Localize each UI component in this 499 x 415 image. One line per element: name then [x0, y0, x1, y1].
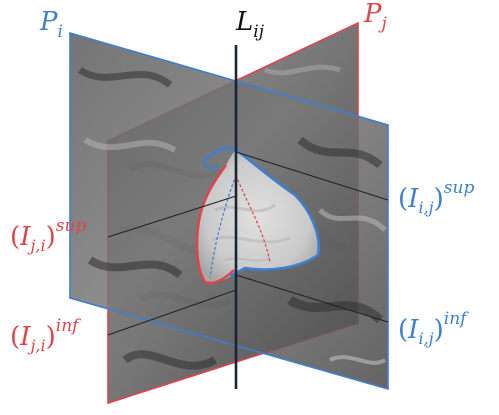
label-line-ij: Lij	[235, 7, 265, 42]
inf-line-j	[107, 289, 237, 336]
organ-contour-i-top	[203, 159, 219, 170]
sup-line-j	[107, 195, 237, 238]
plane-i-outline	[69, 31, 389, 391]
label-j-i-sup: (Ij,i)sup	[10, 216, 86, 255]
label-j-i-sup-sub: j,i	[27, 236, 45, 255]
label-j-i-inf-sup: inf	[56, 316, 81, 336]
label-plane-i-base: P	[39, 7, 58, 37]
label-i-j-inf-sub: i,j	[418, 329, 433, 348]
plane-i-texture	[78, 66, 387, 365]
label-i-j-sup-sup: sup	[444, 178, 475, 198]
inf-line-i	[235, 274, 389, 323]
label-j-i-inf: (Ij,i)inf	[10, 316, 81, 355]
label-i-j-sup: (Ii,j)sup	[398, 178, 474, 217]
organ-dashed-contour-j	[235, 174, 271, 263]
label-plane-i: Pi	[39, 7, 63, 42]
sup-line-i	[235, 151, 389, 201]
label-j-i-inf-base: I	[19, 322, 31, 352]
label-i-j-inf-base: I	[407, 315, 419, 345]
label-j-i-sup-base: I	[19, 222, 31, 252]
profile-lines	[107, 151, 389, 336]
organ-dashed-contour-i	[209, 174, 237, 279]
organ-fill	[197, 150, 319, 284]
label-plane-j-base: P	[363, 0, 382, 29]
labels: Pi Pj Lij (Ii,j)sup (Ii,j)inf (Ij,i)sup …	[10, 0, 474, 355]
label-i-j-sup-sub: i,j	[418, 198, 433, 217]
label-line-ij-base: L	[235, 7, 253, 37]
label-i-j-inf-sup: inf	[444, 309, 469, 329]
organ-texture	[211, 203, 291, 262]
organ-region	[195, 147, 321, 285]
label-plane-i-sub: i	[58, 22, 63, 42]
label-plane-j-sub: j	[378, 14, 388, 34]
label-i-j-inf: (Ii,j)inf	[398, 309, 469, 348]
label-line-ij-sub: ij	[253, 22, 264, 42]
label-j-i-sup-sup: sup	[56, 216, 87, 236]
label-i-j-sup-base: I	[407, 184, 419, 214]
label-j-i-inf-sub: j,i	[27, 336, 45, 355]
label-plane-j: Pj	[363, 0, 388, 34]
organ-contour-j	[195, 164, 235, 285]
